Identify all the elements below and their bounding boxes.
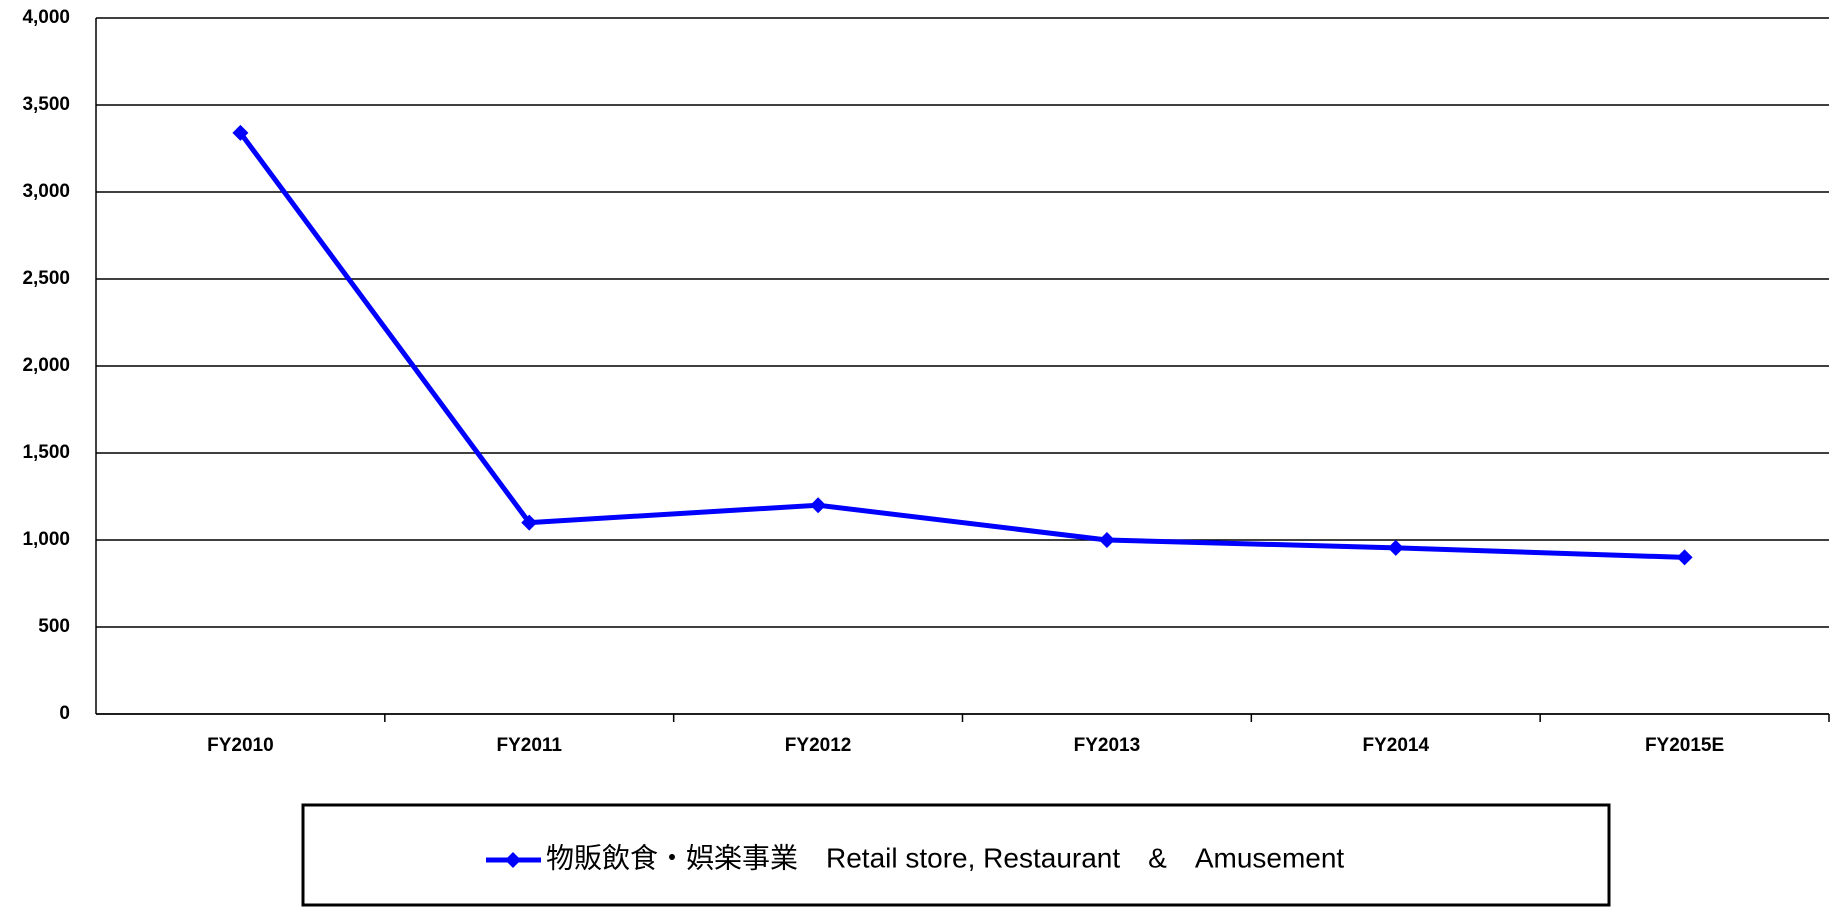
marker [232,124,249,141]
y-tick-label: 4,000 [22,7,70,28]
x-tick-label: FY2011 [497,735,563,756]
x-tick-label: FY2010 [207,735,274,756]
y-tick-label: 1,500 [22,442,70,463]
x-tick-label: FY2014 [1362,735,1429,756]
marker [1676,549,1693,566]
y-tick-label: 0 [59,703,70,724]
y-tick-label: 1,000 [22,529,70,550]
x-tick-label: FY2013 [1074,735,1141,756]
series-line [238,131,1685,560]
marker [1387,539,1404,556]
y-tick-label: 3,500 [22,94,70,115]
marker [810,497,827,514]
y-tick-label: 2,500 [22,268,70,289]
legend-marker [505,852,521,868]
marker [521,514,538,531]
legend-label: 物販飲食・娯楽事業 Retail store, Restaurant & Amu… [546,842,1344,873]
marker [1098,532,1115,548]
legend-box [301,803,1611,907]
y-tick-label: 2,000 [22,355,70,376]
y-tick-label: 500 [38,616,70,637]
x-tick-label: FY2012 [785,735,852,756]
y-tick-label: 3,000 [22,181,70,202]
x-tick-label: FY2015E [1645,735,1724,756]
